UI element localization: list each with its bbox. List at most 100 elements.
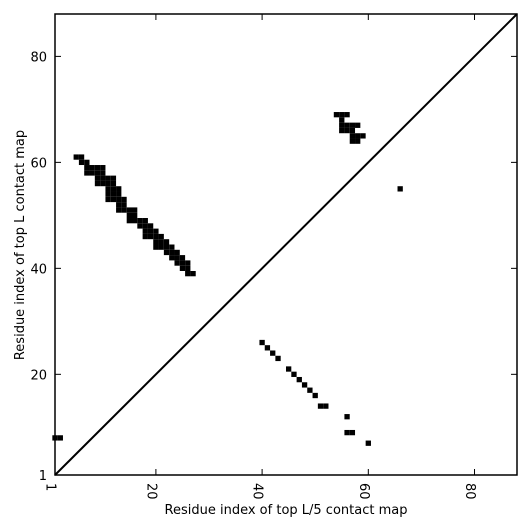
y-axis-label: Residue index of top L contact map: [13, 130, 28, 360]
contact-cell: [307, 387, 313, 393]
contact-cell: [94, 175, 101, 181]
contact-cell: [110, 180, 117, 187]
contact-cell: [116, 207, 122, 213]
contact-cell: [174, 249, 180, 256]
contact-cell: [121, 202, 127, 208]
contact-cell: [116, 202, 122, 208]
contact-cell: [270, 350, 276, 356]
contact-cell: [121, 207, 127, 213]
contact-cell: [158, 244, 164, 250]
contact-cell: [185, 260, 191, 266]
contact-cell: [100, 175, 106, 181]
contact-cell: [355, 138, 361, 144]
contact-cell: [339, 122, 345, 128]
contact-cell: [147, 223, 154, 229]
contact-cell: [78, 159, 85, 166]
contact-cell: [349, 133, 356, 139]
contact-cell: [84, 159, 90, 166]
contact-cell: [179, 260, 186, 266]
contact-cell: [163, 249, 170, 256]
contact-cell: [349, 138, 356, 144]
contact-cell: [100, 165, 106, 171]
contact-cell: [312, 392, 318, 399]
contact-cell: [142, 223, 148, 229]
contact-cell: [89, 170, 95, 176]
contact-cell: [339, 117, 345, 123]
y-tick-label: 20: [30, 368, 47, 383]
contact-cell: [105, 191, 111, 197]
contact-cell: [116, 196, 122, 203]
contact-cell: [132, 218, 138, 224]
contact-cell: [153, 244, 159, 250]
contact-cell: [153, 228, 159, 234]
contact-cell: [286, 366, 292, 372]
contact-cell: [174, 260, 180, 266]
contact-cell: [153, 233, 159, 240]
contact-cell: [301, 382, 308, 388]
contact-cell: [100, 180, 106, 187]
contact-cell: [344, 122, 350, 128]
contact-cell: [259, 339, 265, 346]
contact-cell: [116, 191, 122, 197]
contact-cell: [126, 212, 132, 219]
y-tick-label: 60: [30, 156, 47, 171]
contact-cell: [291, 371, 297, 377]
contact-cell: [174, 255, 180, 261]
x-axis-label: Residue index of top L/5 contact map: [165, 503, 408, 518]
y-tick-label: 1: [39, 469, 47, 484]
contact-cell: [132, 212, 138, 219]
y-tick-label: 80: [30, 50, 47, 65]
contact-cell: [142, 228, 148, 234]
x-tick-label: 1: [43, 483, 58, 491]
contact-cell: [84, 165, 90, 171]
contact-cell: [110, 191, 117, 197]
contact-cell: [94, 170, 101, 176]
contact-cell: [147, 233, 154, 240]
plot-frame: [54, 13, 518, 476]
contact-cell: [360, 133, 366, 139]
contact-cell: [105, 186, 111, 192]
contact-cell: [185, 270, 191, 277]
x-tick-label: 20: [143, 483, 158, 500]
contact-cell: [190, 270, 196, 277]
contact-cell: [349, 429, 356, 436]
contact-cell: [57, 435, 63, 441]
contact-cell: [84, 170, 90, 176]
contact-cell: [179, 255, 186, 261]
contact-cell: [163, 244, 170, 250]
contact-cell: [132, 207, 138, 213]
contact-cell: [147, 228, 154, 234]
contact-cell: [397, 186, 403, 192]
x-tick-label: 60: [356, 483, 371, 500]
contact-cell: [89, 165, 95, 171]
contact-cell: [344, 414, 350, 420]
contact-cell: [296, 376, 302, 383]
contact-cell: [100, 170, 106, 176]
contact-cell: [116, 186, 122, 192]
contact-cell: [344, 112, 350, 118]
contact-cell: [185, 265, 191, 271]
contact-cell: [110, 175, 117, 181]
contact-cell: [344, 429, 350, 436]
contact-cell: [142, 218, 148, 224]
contact-cell: [264, 345, 271, 351]
contact-cell: [158, 239, 164, 245]
contact-cell: [126, 207, 132, 213]
contact-cell: [110, 186, 117, 192]
x-tick-label: 40: [250, 483, 265, 500]
contact-cell: [126, 218, 132, 224]
contact-cell: [94, 165, 101, 171]
contact-cell: [73, 154, 79, 160]
contact-cell: [317, 403, 324, 409]
contact-cell: [275, 355, 281, 362]
contact-cell: [349, 127, 356, 134]
contact-cell: [163, 239, 170, 245]
contact-cell: [339, 112, 345, 118]
contact-cell: [169, 244, 175, 250]
contact-cell: [78, 154, 85, 160]
contact-cell: [323, 403, 329, 409]
contact-cell: [333, 112, 340, 118]
contact-cell: [110, 196, 117, 203]
contact-cell: [137, 223, 143, 229]
contact-cell: [105, 180, 111, 187]
